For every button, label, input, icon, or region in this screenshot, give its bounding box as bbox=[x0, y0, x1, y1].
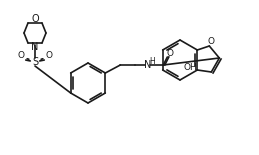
Text: O: O bbox=[46, 51, 53, 60]
Text: H: H bbox=[149, 57, 155, 66]
Text: O: O bbox=[18, 51, 25, 60]
Text: N: N bbox=[144, 60, 151, 70]
Text: O: O bbox=[167, 49, 174, 58]
Text: O: O bbox=[208, 38, 215, 46]
Text: OH: OH bbox=[183, 62, 197, 71]
Text: O: O bbox=[31, 15, 39, 24]
Text: S: S bbox=[32, 57, 38, 67]
Text: N: N bbox=[31, 42, 39, 51]
